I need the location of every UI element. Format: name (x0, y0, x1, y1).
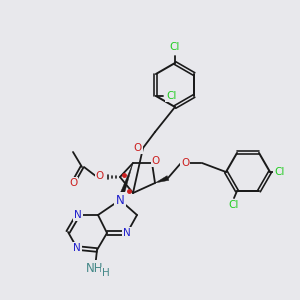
Text: N: N (123, 228, 131, 238)
Polygon shape (155, 176, 169, 183)
Text: O: O (69, 178, 77, 188)
Text: O: O (152, 156, 160, 166)
Text: Cl: Cl (166, 91, 176, 101)
Text: Cl: Cl (229, 200, 239, 210)
Text: N: N (116, 194, 124, 206)
Text: O: O (181, 158, 189, 168)
Text: N: N (73, 243, 81, 253)
Text: NH: NH (86, 262, 104, 275)
Text: Cl: Cl (170, 42, 180, 52)
Text: Cl: Cl (274, 167, 284, 177)
Polygon shape (118, 163, 133, 201)
Text: N: N (74, 210, 82, 220)
Text: O: O (134, 143, 142, 153)
Text: H: H (102, 268, 110, 278)
Text: O: O (96, 171, 104, 181)
